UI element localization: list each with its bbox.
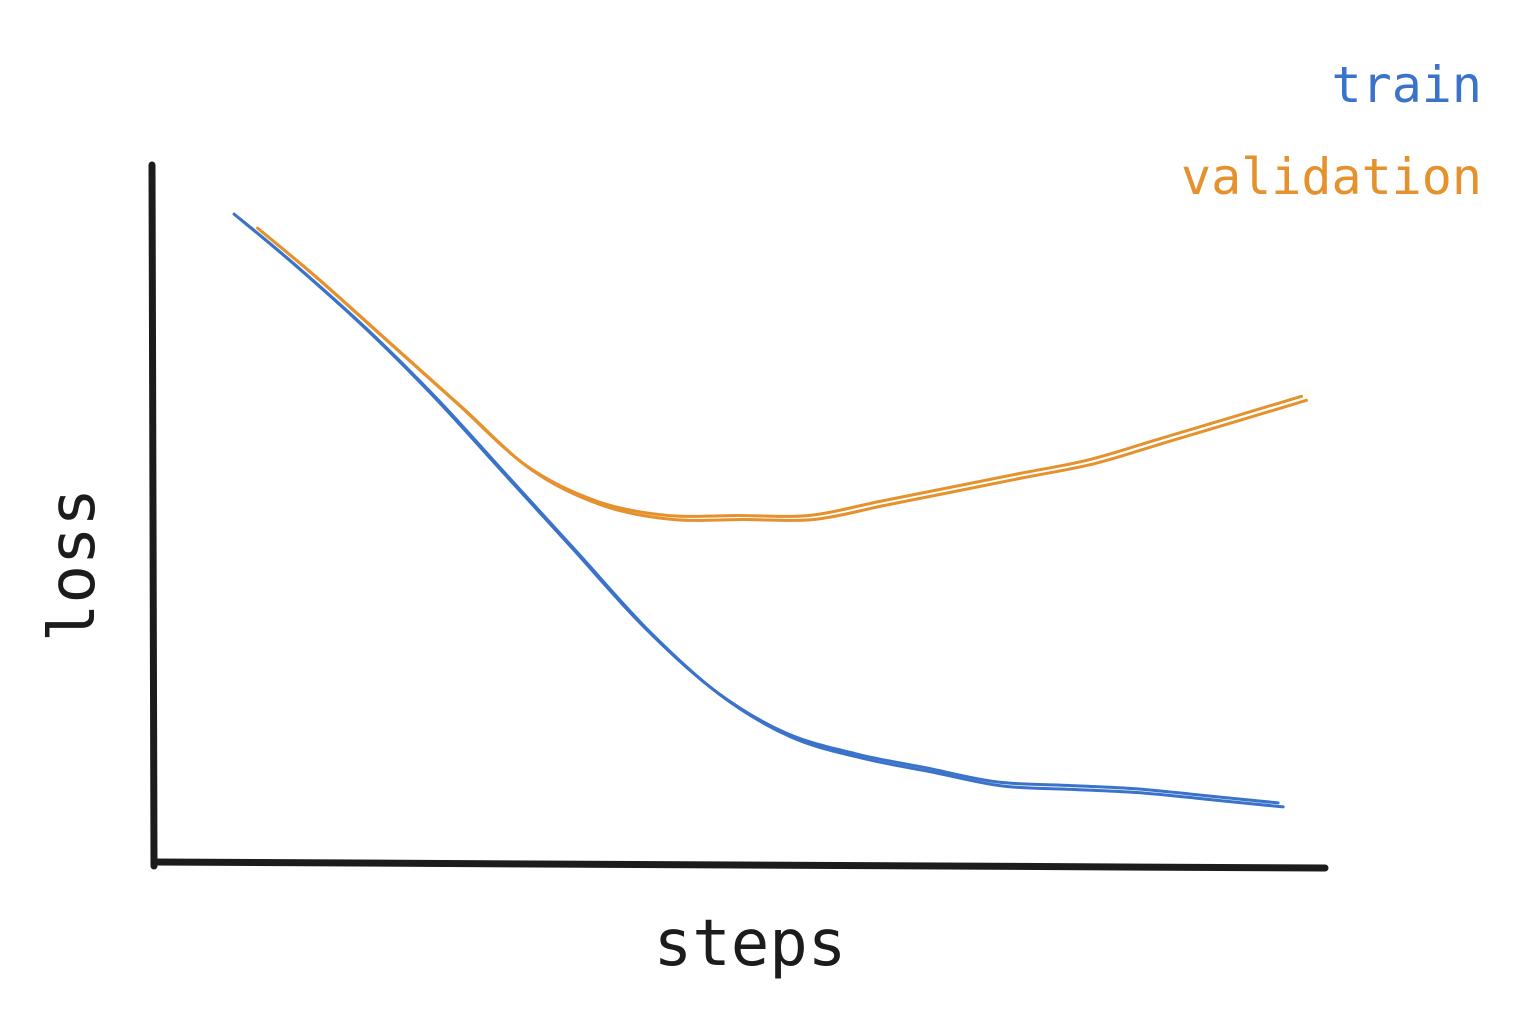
series-validation (256, 226, 1308, 523)
series-layer (232, 212, 1308, 809)
x-axis-line (150, 858, 1329, 872)
axes (148, 161, 1329, 872)
y-axis-line (148, 161, 158, 870)
x-axis-label: steps (653, 907, 847, 981)
series-line-train-stroke-1 (232, 212, 1280, 805)
series-train (232, 212, 1285, 809)
series-line-validation-stroke-1 (256, 226, 1303, 519)
legend-validation: validation (1180, 148, 1482, 206)
series-line-train-stroke-2 (237, 216, 1285, 809)
legend-train: train (1331, 56, 1482, 114)
series-line-validation-stroke-2 (261, 230, 1308, 523)
y-axis-label: loss (36, 487, 110, 643)
